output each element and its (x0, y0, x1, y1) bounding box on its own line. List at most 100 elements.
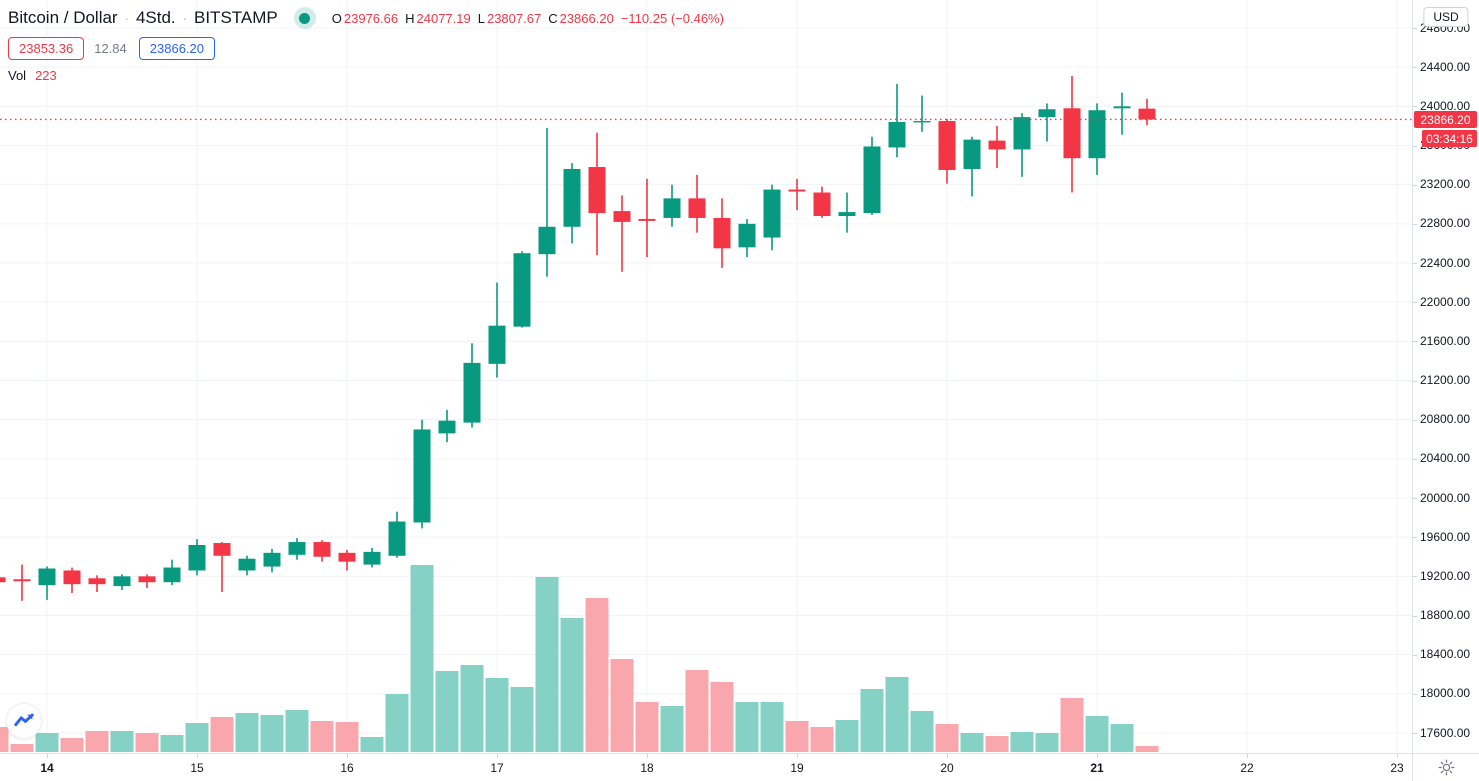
volume-bar (335, 722, 359, 752)
price-tick-label: 20000.00 (1420, 490, 1471, 505)
candle-body (738, 223, 756, 248)
price-tick-mark (1413, 184, 1417, 186)
candle-body (413, 429, 431, 523)
interval-label[interactable]: 4Std. (135, 8, 176, 27)
candle-body (788, 189, 806, 192)
volume-bar (460, 665, 484, 752)
price-tick-mark (1413, 145, 1417, 147)
volume-bar (410, 565, 434, 752)
candle-body (138, 576, 156, 583)
exchange-label[interactable]: BITSTAMP (194, 8, 278, 27)
symbol-title[interactable]: Bitcoin / Dollar (8, 8, 118, 27)
chart-legend: Bitcoin / Dollar · 4Std. · BITSTAMP O 23… (8, 6, 724, 83)
volume-bar (635, 702, 659, 752)
candle-body (338, 552, 356, 562)
price-tick-label: 24400.00 (1420, 59, 1471, 74)
candle-body (488, 325, 506, 364)
volume-bar (835, 720, 859, 752)
price-tick-mark (1413, 537, 1417, 539)
candle-body (713, 217, 731, 249)
grid-lines (0, 0, 1412, 753)
time-tick-mark (47, 754, 48, 758)
volume-bar (1110, 724, 1134, 752)
volume-bar (585, 598, 609, 752)
candle-body (763, 189, 781, 238)
candles (0, 75, 1156, 601)
volume-bar (735, 702, 759, 752)
price-tick-label: 23200.00 (1420, 177, 1471, 192)
candle-body (938, 121, 956, 170)
candle-body (388, 521, 406, 556)
currency-usd-button[interactable]: USD (1423, 7, 1469, 27)
volume-bar (660, 706, 684, 752)
axis-settings-corner[interactable] (1413, 754, 1479, 781)
time-tick-label: 22 (1240, 761, 1254, 775)
volume-bar (185, 723, 209, 752)
price-tick-mark (1413, 28, 1417, 29)
volume-bar (860, 689, 884, 752)
change-value: −110.25 (−0.46%) (620, 10, 724, 26)
time-axis[interactable]: 14 15 16 17 18 19 20 21 22 23 (0, 754, 1412, 781)
volume-bar (810, 727, 834, 752)
volume-bar (1060, 698, 1084, 752)
volume-row: Vol 223 (8, 68, 724, 83)
volume-bar (160, 735, 184, 752)
buy-price-button[interactable]: 23866.20 (138, 36, 216, 60)
volume-bar (935, 724, 959, 752)
market-status-dot (293, 7, 316, 29)
candle-countdown-badge: 03:34:16 (1422, 130, 1477, 147)
time-tick-mark (797, 754, 798, 758)
price-tick-label: 18000.00 (1420, 686, 1471, 701)
time-tick-mark (1097, 754, 1098, 758)
time-tick-mark (347, 754, 348, 758)
time-tick-mark (647, 754, 648, 758)
time-tick-label: 19 (790, 761, 804, 775)
candle-body (88, 578, 106, 585)
candle-body (688, 198, 706, 218)
price-tick-mark (1413, 615, 1417, 617)
time-tick-label: 23 (1390, 761, 1404, 775)
candle-body (213, 543, 231, 556)
volume-bar (1010, 732, 1034, 752)
separator-dot: · (182, 10, 187, 26)
tradingview-logo[interactable] (6, 703, 42, 739)
price-tick-mark (1413, 380, 1417, 382)
candle-body (1138, 108, 1156, 120)
time-tick-mark (1247, 754, 1248, 758)
settings-gear-icon[interactable] (1438, 759, 1455, 776)
volume-bar (1035, 733, 1059, 752)
candle-body (0, 577, 6, 583)
price-tick-mark (1413, 693, 1417, 695)
bid-ask-row: 23853.36 12.84 23866.20 (8, 36, 724, 60)
candle-body (463, 362, 481, 423)
volume-bar (0, 727, 9, 752)
volume-label[interactable]: Vol (8, 68, 27, 83)
price-tick-mark (1413, 263, 1417, 264)
candle-body (13, 579, 31, 582)
volume-bar (710, 682, 734, 752)
time-tick-mark (947, 754, 948, 758)
volume-bar (760, 702, 784, 752)
open-value: 23976.66 (343, 10, 399, 26)
candle-body (1063, 108, 1081, 159)
candle-body (888, 122, 906, 148)
sell-price-button[interactable]: 23853.36 (8, 36, 85, 60)
volume-bar (1085, 716, 1109, 752)
tradingview-logo-glyph (14, 713, 34, 727)
candle-body (513, 253, 531, 327)
price-tick-mark (1413, 223, 1417, 225)
price-tick-label: 21200.00 (1420, 373, 1471, 387)
time-tick-label: 21 (1090, 761, 1104, 775)
volume-bar (1135, 746, 1159, 752)
high-label: H (405, 10, 415, 26)
candle-body (638, 218, 656, 221)
volume-bar (110, 731, 134, 752)
chart-plot-area[interactable] (0, 0, 1412, 753)
close-value: 23866.20 (559, 10, 614, 26)
candle-body (538, 226, 556, 255)
price-axis[interactable]: USD 24800.0024400.0024000.0023600.002320… (1413, 0, 1479, 753)
price-tick-label: 20800.00 (1420, 412, 1471, 427)
volume-bar (385, 694, 409, 752)
price-tick-mark (1413, 458, 1417, 460)
